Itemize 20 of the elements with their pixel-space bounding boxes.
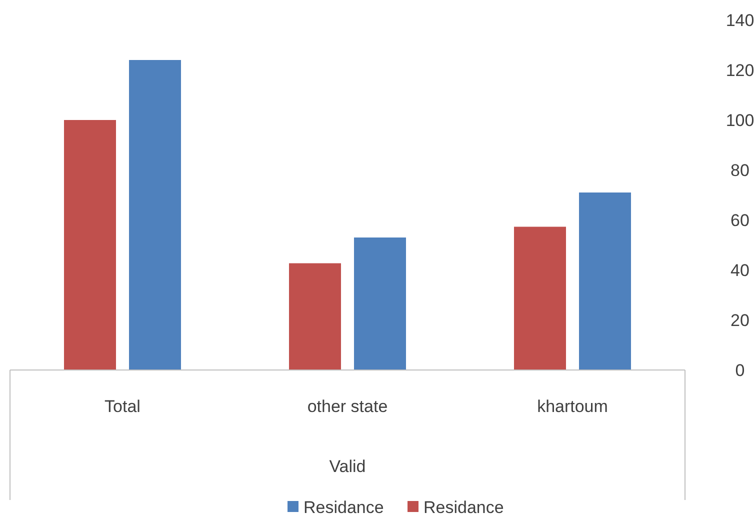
x-axis-title: Valid [329, 457, 366, 476]
bar [579, 192, 631, 370]
y-tick-label: 0 [735, 360, 745, 380]
y-tick-label: 120 [726, 60, 754, 80]
y-tick-label: 40 [730, 260, 750, 280]
y-tick-label: 80 [730, 160, 750, 180]
x-tick-label: other state [307, 397, 388, 416]
y-tick-label: 100 [726, 110, 754, 130]
x-tick-label: Total [104, 397, 140, 416]
bar [289, 263, 341, 370]
legend-label: Residance [304, 498, 384, 517]
y-tick-label: 20 [730, 310, 750, 330]
bar [354, 238, 406, 370]
x-tick-label: khartoum [537, 397, 608, 416]
bar [129, 60, 181, 370]
y-tick-label: 140 [726, 10, 754, 30]
bar [64, 120, 116, 370]
bar [514, 226, 566, 370]
y-tick-label: 60 [730, 210, 750, 230]
legend-label: Residance [424, 498, 504, 517]
